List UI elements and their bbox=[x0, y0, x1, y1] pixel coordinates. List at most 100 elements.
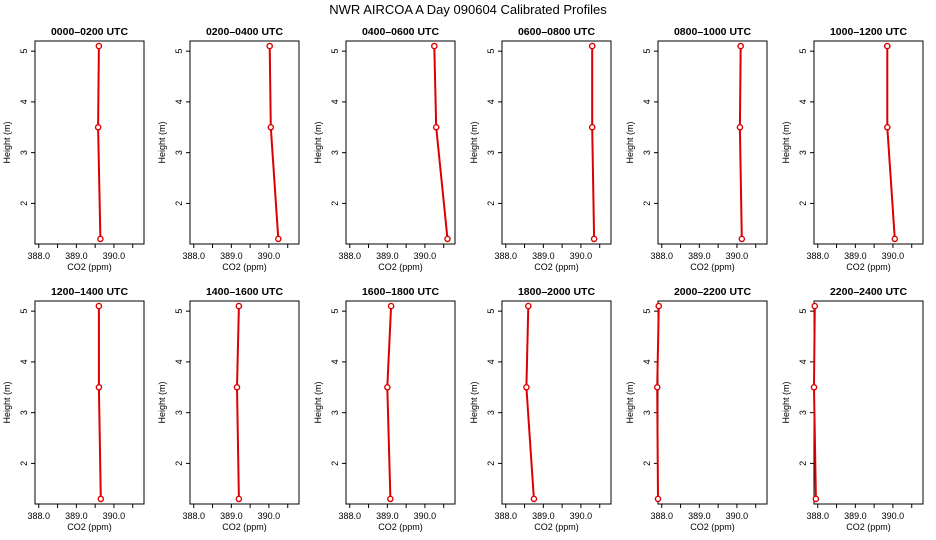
y-tick-label: 3 bbox=[642, 410, 652, 415]
profile-point bbox=[444, 235, 451, 243]
plot-frame bbox=[345, 300, 456, 505]
y-tick-label: 2 bbox=[486, 201, 496, 206]
panel-title: 0400–0600 UTC bbox=[362, 26, 439, 38]
x-tick-label: 388.0 bbox=[27, 251, 50, 261]
y-tick-label: 2 bbox=[798, 201, 808, 206]
profile-point bbox=[235, 302, 243, 310]
x-tick-label: 389.0 bbox=[220, 251, 243, 261]
x-tick-label: 389.0 bbox=[844, 511, 867, 521]
y-tick-label: 2 bbox=[330, 461, 340, 466]
x-tick-label: 388.0 bbox=[494, 511, 517, 521]
panel-title: 1600–1800 UTC bbox=[362, 286, 439, 298]
y-tick-label: 2 bbox=[174, 201, 184, 206]
y-tick-label: 3 bbox=[798, 410, 808, 415]
profile-point bbox=[738, 235, 746, 243]
profile-point bbox=[810, 383, 818, 391]
profile-point bbox=[736, 123, 744, 131]
plot-frame bbox=[34, 40, 145, 245]
profile-point bbox=[275, 235, 282, 243]
x-axis-label: CO2 (ppm) bbox=[222, 262, 267, 272]
y-tick-label: 4 bbox=[798, 99, 808, 104]
y-tick-label: 5 bbox=[642, 49, 652, 54]
plot-frame bbox=[501, 300, 612, 505]
profile-point bbox=[812, 495, 820, 503]
x-axis-label: CO2 (ppm) bbox=[534, 522, 579, 532]
profile-point bbox=[384, 383, 391, 391]
profile-point bbox=[97, 495, 105, 503]
panel-title: 0200–0400 UTC bbox=[206, 26, 283, 38]
x-tick-label: 388.0 bbox=[494, 251, 517, 261]
profile-line bbox=[386, 306, 393, 499]
x-tick-label: 390.0 bbox=[258, 511, 281, 521]
plot-frame bbox=[189, 300, 300, 505]
panel-title: 0600–0800 UTC bbox=[518, 26, 595, 38]
profile-point bbox=[525, 302, 532, 310]
y-tick-label: 4 bbox=[330, 99, 340, 104]
panel-title: 1200–1400 UTC bbox=[51, 286, 128, 298]
y-tick-label: 2 bbox=[642, 461, 652, 466]
y-axis-label: Height (m) bbox=[469, 381, 479, 423]
figure-title: NWR AIRCOA A Day 090604 Calibrated Profi… bbox=[329, 2, 607, 17]
y-tick-label: 5 bbox=[798, 309, 808, 314]
panel-title: 1000–1200 UTC bbox=[830, 26, 907, 38]
x-tick-label: 389.0 bbox=[220, 511, 243, 521]
panel-title: 0000–0200 UTC bbox=[51, 26, 128, 38]
x-tick-label: 389.0 bbox=[844, 251, 867, 261]
plot-frame bbox=[657, 300, 768, 505]
x-tick-label: 389.0 bbox=[532, 511, 555, 521]
y-tick-label: 5 bbox=[174, 49, 184, 54]
plot-frame bbox=[813, 40, 924, 245]
y-tick-label: 3 bbox=[19, 150, 29, 155]
y-tick-label: 4 bbox=[174, 99, 184, 104]
y-tick-label: 4 bbox=[642, 99, 652, 104]
profile-point bbox=[654, 495, 662, 503]
panel-title: 1800–2000 UTC bbox=[518, 286, 595, 298]
y-axis-label: Height (m) bbox=[781, 381, 791, 423]
y-tick-label: 4 bbox=[330, 359, 340, 364]
y-axis-label: Height (m) bbox=[2, 121, 12, 163]
x-axis-label: CO2 (ppm) bbox=[67, 262, 112, 272]
x-tick-label: 388.0 bbox=[338, 251, 361, 261]
y-tick-label: 3 bbox=[486, 150, 496, 155]
x-tick-label: 388.0 bbox=[650, 511, 673, 521]
profile-point bbox=[883, 42, 891, 50]
x-axis-label: CO2 (ppm) bbox=[690, 262, 735, 272]
x-tick-label: 390.0 bbox=[258, 251, 281, 261]
x-tick-label: 389.0 bbox=[65, 251, 88, 261]
y-tick-label: 5 bbox=[486, 309, 496, 314]
y-tick-label: 5 bbox=[642, 309, 652, 314]
plot-frame bbox=[189, 40, 300, 245]
profile-point bbox=[431, 42, 438, 50]
profile-point bbox=[387, 495, 394, 503]
plot-frame bbox=[501, 40, 612, 245]
profile-point bbox=[432, 123, 440, 131]
y-tick-label: 5 bbox=[330, 49, 340, 54]
y-tick-label: 4 bbox=[642, 359, 652, 364]
profile-line bbox=[656, 306, 660, 499]
y-tick-label: 4 bbox=[486, 99, 496, 104]
profile-point bbox=[523, 383, 530, 391]
profile-line bbox=[738, 46, 743, 239]
x-tick-label: 388.0 bbox=[182, 251, 205, 261]
profile-point bbox=[95, 42, 103, 50]
profile-line bbox=[97, 46, 102, 239]
x-tick-label: 390.0 bbox=[882, 511, 905, 521]
y-axis-label: Height (m) bbox=[469, 121, 479, 163]
x-axis-label: CO2 (ppm) bbox=[378, 522, 423, 532]
profile-point bbox=[267, 123, 275, 131]
y-tick-label: 3 bbox=[19, 410, 29, 415]
y-axis-label: Height (m) bbox=[157, 381, 167, 423]
y-tick-label: 2 bbox=[19, 461, 29, 466]
profile-point bbox=[530, 495, 538, 503]
profile-line bbox=[235, 306, 240, 499]
